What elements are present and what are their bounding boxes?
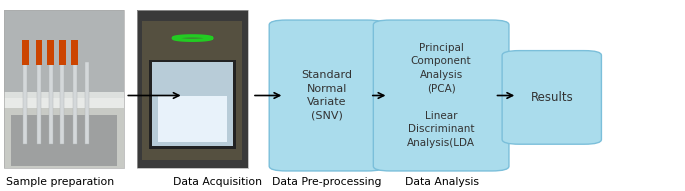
Bar xyxy=(59,40,66,65)
Bar xyxy=(37,62,41,144)
Bar xyxy=(73,62,77,144)
Bar xyxy=(4,10,124,168)
Bar xyxy=(158,96,227,142)
Text: Principal
Component
Analysis
(PCA)

Linear
Discriminant
Analysis(LDA: Principal Component Analysis (PCA) Linea… xyxy=(407,43,475,148)
Bar xyxy=(60,62,64,144)
Text: Data Acquisition: Data Acquisition xyxy=(173,177,262,187)
Bar xyxy=(49,62,53,144)
Bar xyxy=(36,40,42,65)
Bar xyxy=(85,62,89,144)
Text: Sample preparation: Sample preparation xyxy=(6,177,114,187)
Text: Results: Results xyxy=(530,91,573,104)
Bar xyxy=(4,10,124,97)
Bar xyxy=(142,21,242,160)
Bar xyxy=(152,62,233,146)
FancyBboxPatch shape xyxy=(502,51,601,144)
Bar xyxy=(47,40,54,65)
Bar xyxy=(22,40,29,65)
Bar xyxy=(137,10,248,168)
Bar xyxy=(11,115,117,166)
Bar xyxy=(4,98,124,108)
Bar xyxy=(4,92,124,105)
Bar xyxy=(137,10,248,168)
Bar xyxy=(149,60,236,149)
Text: Data Pre-processing: Data Pre-processing xyxy=(272,177,382,187)
FancyBboxPatch shape xyxy=(269,20,384,171)
FancyBboxPatch shape xyxy=(373,20,509,171)
Bar xyxy=(71,40,78,65)
Text: Standard
Normal
Variate
(SNV): Standard Normal Variate (SNV) xyxy=(301,70,352,121)
Text: Data Analysis: Data Analysis xyxy=(405,177,479,187)
Bar xyxy=(4,97,124,168)
Bar xyxy=(23,62,27,144)
